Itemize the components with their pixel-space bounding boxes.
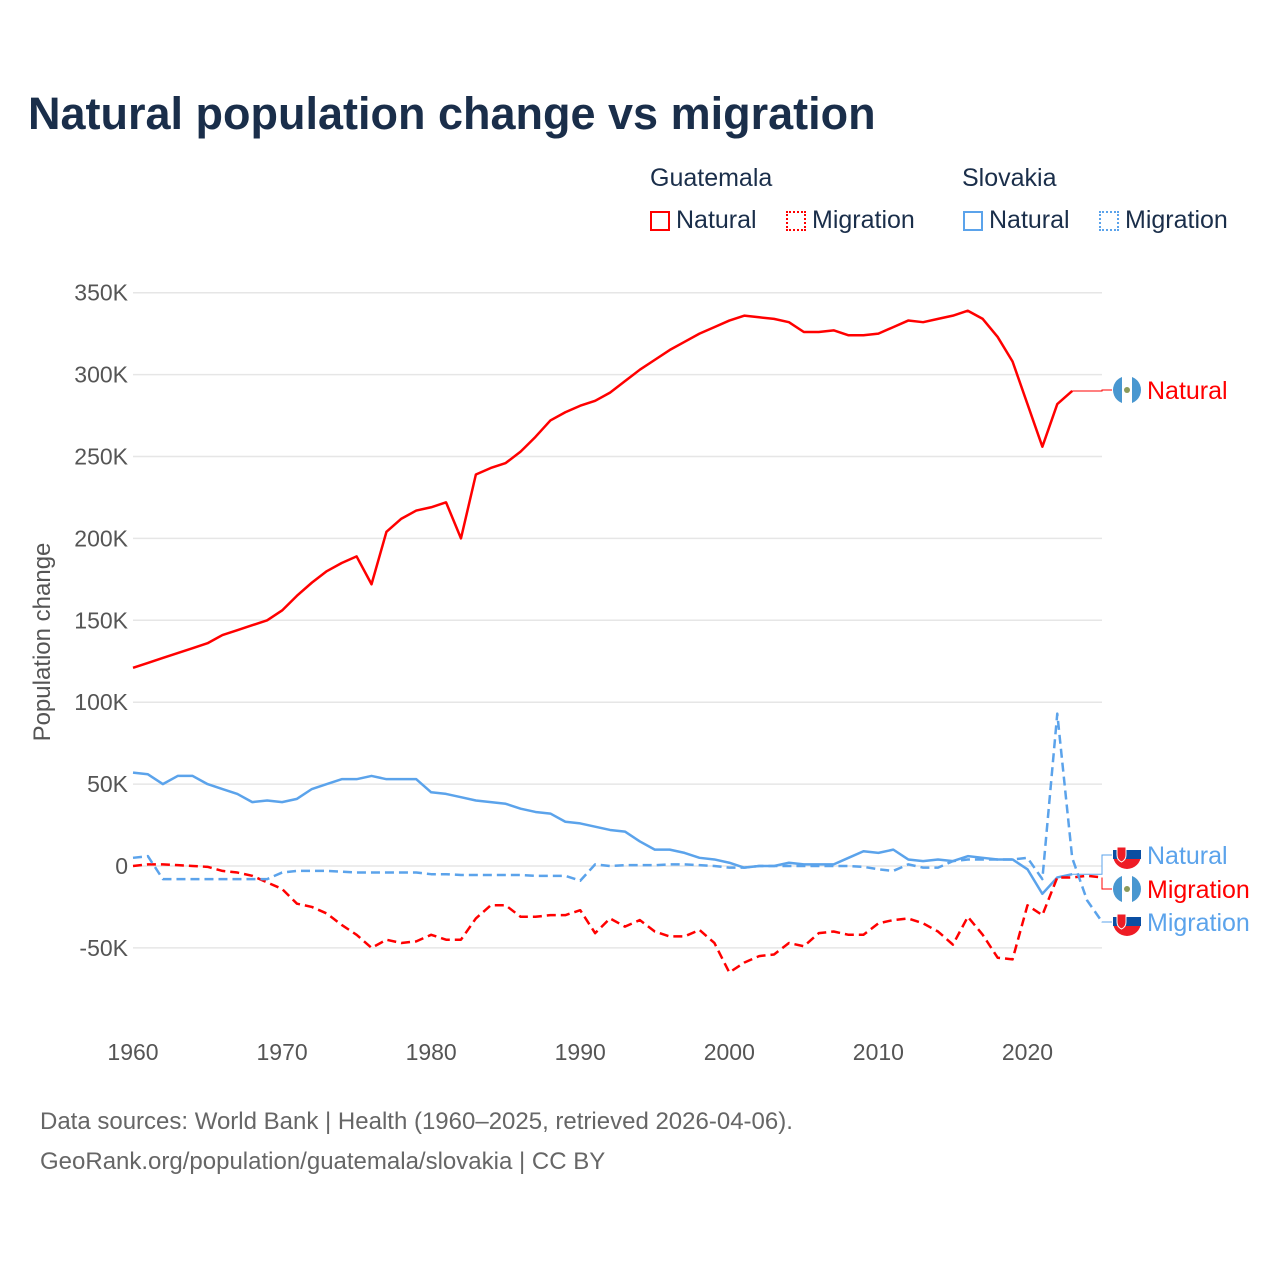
flag-band: [1113, 850, 1141, 859]
flag-slovakia-icon: [1113, 903, 1141, 936]
y-tick-label: 350K: [74, 280, 128, 306]
legend-swatch-dotted: [786, 210, 806, 231]
series-line-guatemala-natural: [132, 309, 1074, 669]
flag-band: [1113, 917, 1141, 926]
flag-emblem: [1124, 387, 1130, 393]
legend-slovakia-migration[interactable]: Migration: [1099, 206, 1228, 235]
legend-label: Migration: [1125, 206, 1228, 234]
y-tick-label: 150K: [74, 607, 128, 633]
y-tick-label: -50K: [79, 935, 128, 961]
y-tick-label: 0: [115, 853, 128, 879]
legend-label: Natural: [989, 206, 1070, 234]
legend-swatch-solid: [650, 210, 670, 231]
label-connector: [1101, 877, 1112, 890]
series-line-slovakia-natural: [132, 771, 1073, 896]
legend-guatemala-migration[interactable]: Migration: [786, 206, 915, 235]
legend-group-slovakia: Slovakia: [962, 164, 1057, 192]
legend-slovakia-natural[interactable]: Natural: [963, 206, 1070, 235]
y-tick-label: 300K: [74, 362, 128, 388]
x-tick-label: 1980: [406, 1039, 457, 1065]
legend-swatch-dotted: [1099, 210, 1119, 231]
legend-guatemala-natural[interactable]: Natural: [650, 206, 757, 235]
x-tick-label: 1990: [555, 1039, 606, 1065]
series-line-slovakia-migration: [132, 712, 1104, 923]
flag-guatemala-icon: [1113, 875, 1141, 903]
x-tick-label: 1970: [256, 1039, 307, 1065]
legend-swatch-solid: [963, 210, 983, 231]
flag-emblem: [1124, 886, 1130, 892]
label-connector: [1072, 854, 1112, 875]
legend-label: Natural: [676, 206, 757, 234]
x-tick-label: 1960: [107, 1039, 158, 1065]
flag-emblem: [1116, 913, 1127, 930]
legend-label: Migration: [812, 206, 915, 234]
y-tick-label: 250K: [74, 444, 128, 470]
series-end-label: Migration: [1147, 909, 1250, 937]
source-line-1: Data sources: World Bank | Health (1960–…: [40, 1108, 793, 1135]
x-tick-label: 2000: [704, 1039, 755, 1065]
y-tick-label: 200K: [74, 525, 128, 551]
x-tick-label: 2010: [853, 1039, 904, 1065]
y-tick-label: 50K: [87, 771, 129, 797]
series-end-label: Natural: [1147, 842, 1228, 870]
series-line-guatemala-migration: [132, 863, 1103, 974]
y-tick-label: 100K: [74, 689, 128, 715]
flag-slovakia-icon: [1113, 836, 1141, 869]
legend-group-guatemala: Guatemala: [650, 164, 773, 192]
x-tick-label: 2020: [1002, 1039, 1053, 1065]
flag-emblem: [1116, 846, 1127, 863]
chart-title: Natural population change vs migration: [28, 88, 876, 139]
label-connector: [1072, 389, 1112, 392]
source-line-2: GeoRank.org/population/guatemala/slovaki…: [40, 1148, 606, 1175]
y-axis-label: Population change: [29, 543, 56, 742]
series-end-label: Natural: [1147, 377, 1228, 405]
flag-guatemala-icon: [1113, 376, 1141, 404]
series-end-label: Migration: [1147, 876, 1250, 904]
